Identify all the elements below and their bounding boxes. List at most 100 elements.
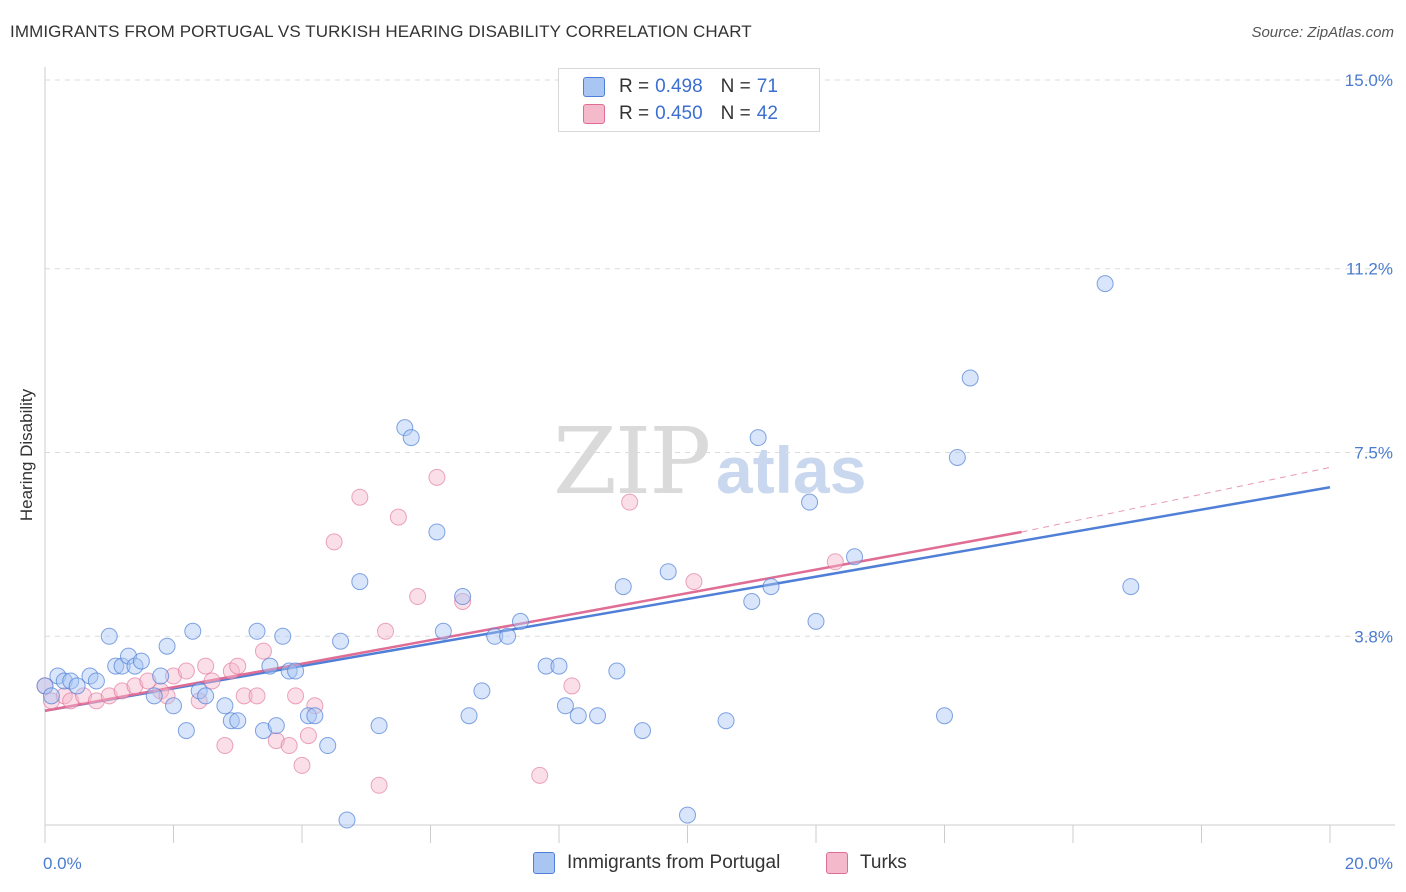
portugal-point xyxy=(717,712,735,730)
legend-swatch-portugal xyxy=(583,77,605,97)
portugal-point xyxy=(1096,275,1114,293)
turks-point xyxy=(287,687,305,705)
turks-point xyxy=(177,662,195,680)
portugal-point xyxy=(749,429,767,447)
portugal-point xyxy=(402,429,420,447)
trend-lines xyxy=(44,466,1331,712)
y-tick-label: 15.0% xyxy=(1345,71,1393,90)
y-tick-label: 7.5% xyxy=(1354,444,1393,463)
turks-point xyxy=(87,692,105,710)
turks-point xyxy=(306,697,324,715)
portugal-point xyxy=(659,563,677,581)
portugal-point xyxy=(36,677,54,695)
portugal-point xyxy=(679,806,696,824)
portugal-point xyxy=(801,493,819,511)
portugal-point xyxy=(229,712,247,730)
portugal-point xyxy=(68,677,86,695)
portugal-point xyxy=(145,687,163,705)
portugal-point xyxy=(1122,578,1140,596)
gridlines xyxy=(45,79,1395,637)
portugal-point xyxy=(299,707,317,725)
turks-point xyxy=(267,732,285,750)
portugal-point xyxy=(152,667,170,685)
portugal-point xyxy=(177,722,195,740)
portugal-point xyxy=(608,662,626,680)
legend-row-turks: R = 0.450 N = 42 xyxy=(583,102,778,126)
portugal-point xyxy=(184,622,202,640)
watermark-zip: ZIP xyxy=(553,408,711,515)
portugal-point xyxy=(473,682,491,700)
y-tick-label: 11.2% xyxy=(1346,260,1393,279)
portugal-point xyxy=(634,722,652,740)
portugal-point xyxy=(319,737,337,755)
portugal-point xyxy=(274,627,292,645)
turks-point xyxy=(428,468,446,486)
turks-point xyxy=(377,622,395,640)
portugal-point xyxy=(197,687,215,705)
portugal-point xyxy=(338,811,356,829)
turks-point xyxy=(158,687,176,705)
series-legend-turks[interactable]: Turks xyxy=(826,852,907,874)
legend-r-value: 0.498 xyxy=(655,76,703,97)
portugal-point xyxy=(254,722,272,740)
portugal-point xyxy=(287,662,305,680)
portugal-point xyxy=(132,652,150,670)
portugal-point xyxy=(762,578,780,596)
turks-point xyxy=(409,588,427,606)
y-tick-labels: 3.8% 7.5% 11.2% 15.0% xyxy=(1345,71,1393,646)
legend-n-label: N = xyxy=(720,76,751,97)
turks-point xyxy=(203,672,221,690)
series-label-turks: Turks xyxy=(860,852,907,873)
turks-point xyxy=(299,727,317,745)
turks-point xyxy=(685,573,703,591)
turks-point xyxy=(42,692,60,710)
turks-point xyxy=(113,682,131,700)
turks-point xyxy=(563,677,581,695)
watermark-atlas: atlas xyxy=(716,433,867,507)
turks-point xyxy=(126,677,144,695)
legend-n-value: 42 xyxy=(756,103,778,124)
portugal-point xyxy=(743,593,761,610)
portugal-point xyxy=(537,657,555,675)
series-legend: Immigrants from Portugal Turks xyxy=(0,852,1406,878)
portugal-point xyxy=(614,578,632,596)
portugal-point xyxy=(87,672,105,690)
portugal-point xyxy=(556,697,574,715)
portugal-point xyxy=(332,632,350,650)
portugal-point xyxy=(499,627,517,645)
axes xyxy=(44,67,1395,843)
portugal-point xyxy=(351,573,369,591)
portugal-point xyxy=(486,627,504,645)
portugal-point xyxy=(550,657,568,675)
y-tick-label: 3.8% xyxy=(1354,627,1393,646)
portugal-point xyxy=(454,588,472,606)
correlation-legend: R = 0.498 N = 71 R = 0.450 N = 42 xyxy=(558,68,820,132)
x-tick-label: 20.0% xyxy=(1345,854,1393,873)
portugal-point xyxy=(158,637,176,655)
portugal-point xyxy=(569,707,587,725)
turks-trend-line xyxy=(44,530,1022,712)
turks-point xyxy=(454,593,472,610)
legend-r-label: R = xyxy=(619,76,650,97)
portugal-point xyxy=(107,657,125,675)
series-swatch-portugal xyxy=(533,852,555,874)
turks-point xyxy=(165,667,182,685)
turks-point xyxy=(75,687,93,705)
portugal-point xyxy=(113,657,131,675)
legend-r-value: 0.450 xyxy=(655,103,703,124)
portugal-point xyxy=(846,548,864,566)
portugal-point xyxy=(370,717,388,735)
turks-point xyxy=(370,776,388,794)
portugal-point xyxy=(248,622,266,640)
turks-point xyxy=(826,553,844,571)
series-legend-portugal[interactable]: Immigrants from Portugal xyxy=(533,852,780,874)
portugal-point xyxy=(396,419,414,437)
turks-point xyxy=(531,766,549,784)
portugal-point xyxy=(165,697,182,715)
portugal-point xyxy=(55,672,73,690)
turks-point xyxy=(229,657,247,675)
turks-point xyxy=(325,533,343,551)
portugal-trend-line xyxy=(44,486,1331,712)
portugal-point xyxy=(961,369,979,387)
